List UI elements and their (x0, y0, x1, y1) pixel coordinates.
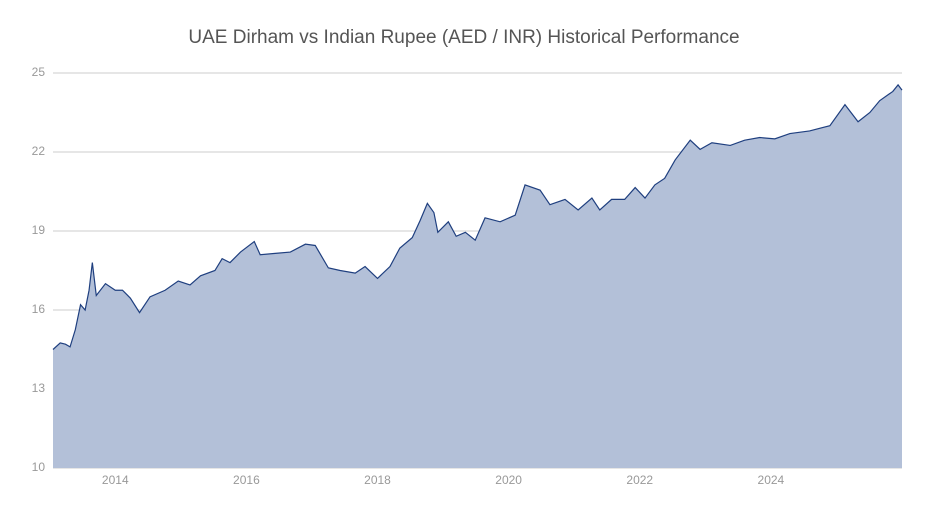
y-tick-label: 10 (32, 460, 46, 474)
y-tick-label: 22 (32, 144, 46, 158)
y-tick-label: 13 (32, 381, 46, 395)
series-line (52, 83, 903, 350)
x-tick-label: 2020 (495, 473, 522, 487)
y-tick-label: 16 (32, 302, 46, 316)
chart-title: UAE Dirham vs Indian Rupee (AED / INR) H… (188, 27, 739, 48)
y-tick-label: 25 (32, 65, 46, 79)
area-fill (53, 84, 902, 468)
y-tick-label: 19 (32, 223, 46, 237)
x-tick-label: 2022 (626, 473, 653, 487)
x-tick-label: 2024 (758, 473, 785, 487)
x-tick-label: 2014 (102, 473, 129, 487)
x-tick-label: 2016 (233, 473, 260, 487)
x-tick-label: 2018 (364, 473, 391, 487)
